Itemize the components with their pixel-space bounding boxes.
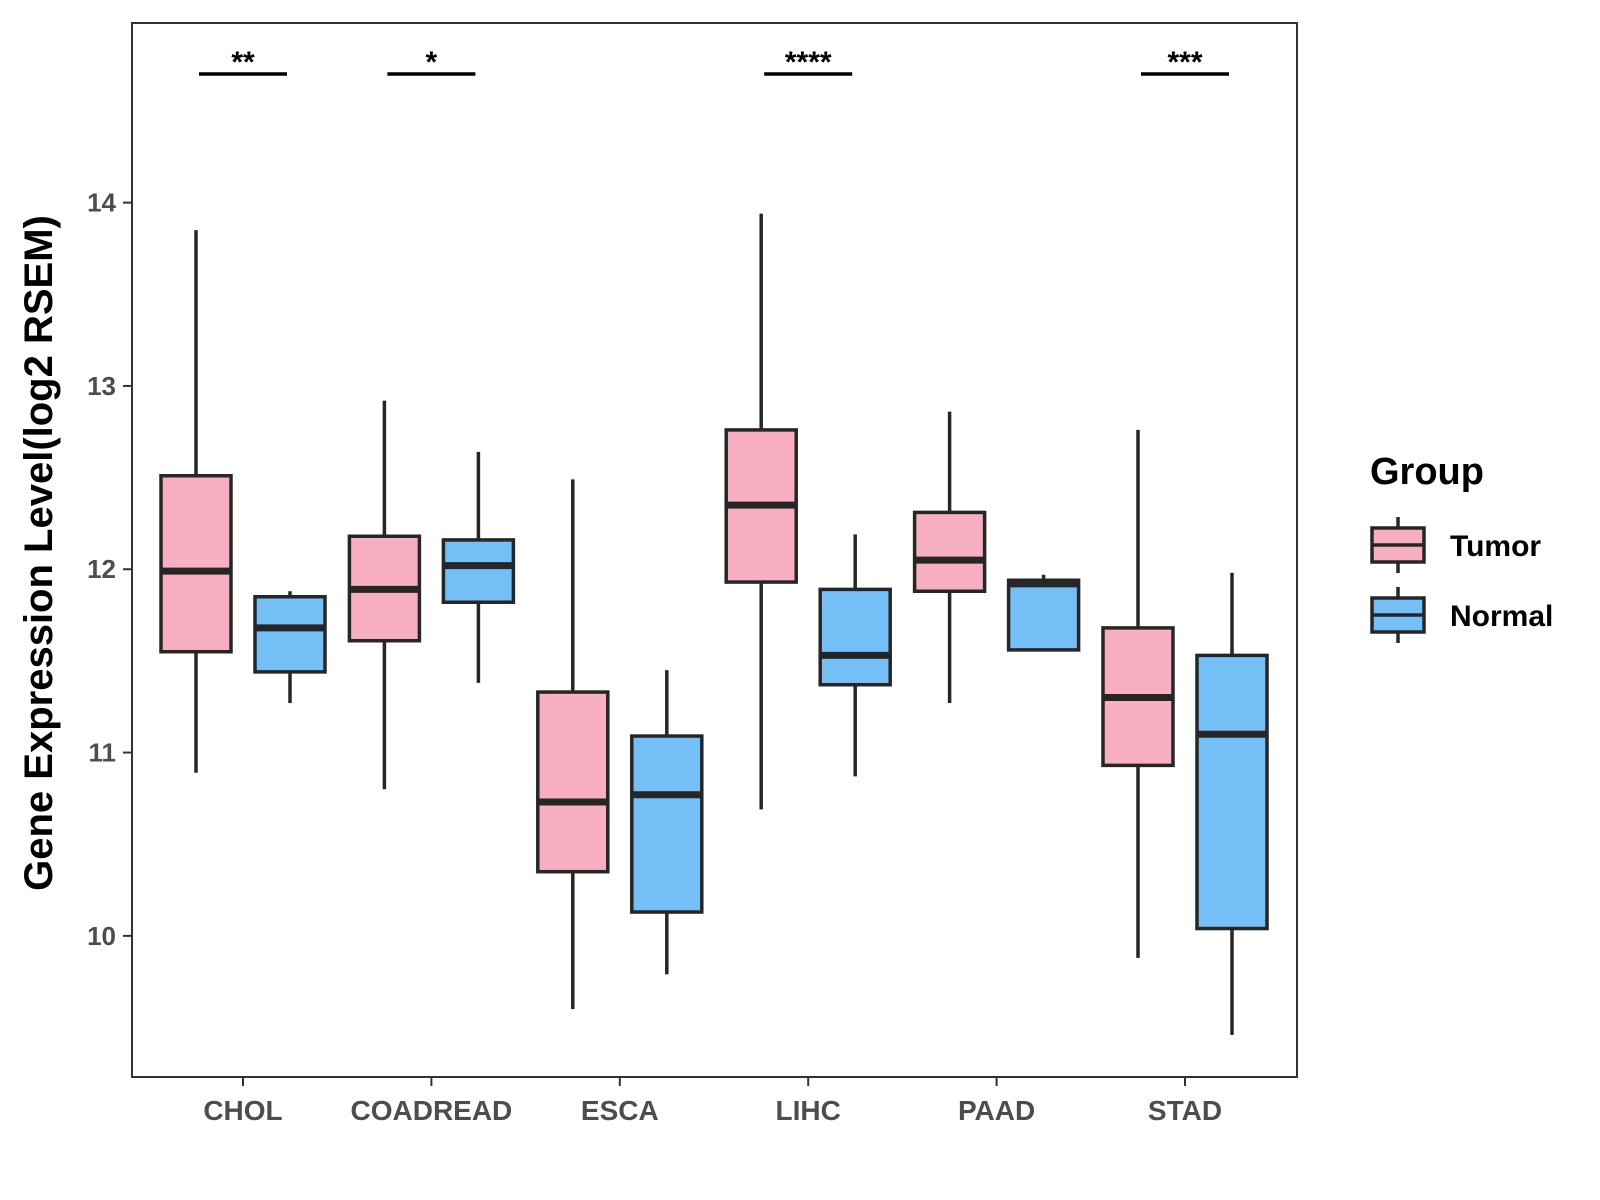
- box-iqr: [536, 690, 610, 874]
- y-tick-label: 11: [89, 738, 117, 768]
- significance-lihc: ****: [764, 46, 853, 79]
- y-axis: 10 11 12 13 14: [87, 188, 132, 951]
- box-iqr: [1195, 653, 1269, 931]
- x-tick-label: CHOL: [203, 1095, 282, 1126]
- legend-key-normal: [1370, 587, 1426, 643]
- box-normal-coadread: [441, 451, 516, 683]
- y-tick-label: 13: [87, 371, 116, 401]
- x-tick-label: ESCA: [581, 1095, 659, 1126]
- x-tick-label: PAAD: [958, 1095, 1035, 1126]
- legend: Group Tumor Normal: [1370, 451, 1553, 643]
- box-iqr: [159, 474, 233, 654]
- legend-label-tumor: Tumor: [1450, 530, 1541, 563]
- box-tumor-paad: [912, 411, 987, 704]
- box-iqr: [441, 538, 516, 604]
- box-normal-stad: [1195, 572, 1269, 1035]
- y-tick-label: 12: [87, 554, 116, 584]
- box-tumor-stad: [1101, 429, 1175, 958]
- significance-label: *: [426, 46, 438, 79]
- legend-key-tumor: [1370, 517, 1426, 573]
- y-axis-title: Gene Expression Level(log2 RSEM): [17, 215, 61, 891]
- series-normal: [253, 451, 1269, 1035]
- box-normal-esca: [630, 670, 704, 975]
- y-tick-label: 10: [87, 921, 116, 951]
- legend-title: Group: [1370, 451, 1484, 493]
- box-iqr: [1006, 578, 1081, 652]
- significance-label: ***: [1167, 46, 1202, 79]
- significance-stad: ***: [1141, 46, 1229, 79]
- box-normal-paad: [1006, 574, 1081, 652]
- box-normal-lihc: [818, 534, 892, 777]
- x-tick-label: STAD: [1148, 1095, 1222, 1126]
- significance-label: **: [231, 46, 255, 79]
- legend-item-tumor: Tumor: [1370, 517, 1541, 573]
- x-tick-label: COADREAD: [351, 1095, 513, 1126]
- box-iqr: [630, 734, 704, 914]
- x-axis: CHOL COADREAD ESCA LIHC PAAD STAD: [203, 1077, 1222, 1126]
- plot-panel: [131, 22, 1298, 1078]
- significance-coadread: *: [387, 46, 476, 79]
- box-iqr: [912, 510, 987, 593]
- box-tumor-lihc: [724, 213, 798, 810]
- box-tumor-coadread: [347, 400, 422, 790]
- plot-border: [131, 22, 1298, 1078]
- x-tick-label: LIHC: [776, 1095, 841, 1126]
- box-iqr: [253, 594, 327, 674]
- box-iqr: [818, 587, 892, 687]
- series-tumor: [159, 213, 1175, 1010]
- box-series: [159, 213, 1269, 1035]
- box-tumor-chol: [159, 230, 233, 773]
- significance-chol: **: [199, 46, 287, 79]
- significance-label: ****: [785, 46, 832, 79]
- legend-item-normal: Normal: [1370, 587, 1553, 643]
- box-tumor-esca: [536, 479, 610, 1010]
- significance-annotations: ** * **** ***: [199, 46, 1229, 79]
- box-normal-chol: [253, 591, 327, 704]
- y-tick-label: 14: [87, 188, 116, 218]
- legend-label-normal: Normal: [1450, 600, 1553, 633]
